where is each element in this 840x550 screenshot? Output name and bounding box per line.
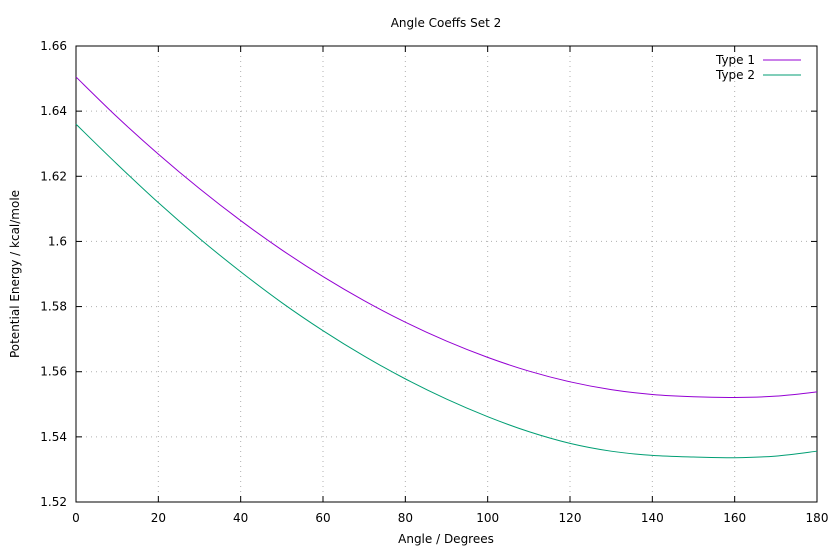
y-tick-label: 1.6 bbox=[48, 234, 67, 248]
grid bbox=[76, 46, 817, 502]
series-line-2 bbox=[75, 123, 818, 459]
y-axis-title: Potential Energy / kcal/mole bbox=[8, 190, 22, 358]
x-tick-label: 120 bbox=[559, 511, 582, 525]
x-tick-label: 80 bbox=[398, 511, 413, 525]
legend-label: Type 2 bbox=[715, 68, 755, 82]
x-tick-label: 40 bbox=[233, 511, 248, 525]
x-tick-label: 20 bbox=[151, 511, 166, 525]
x-tick-label: 60 bbox=[315, 511, 330, 525]
chart-title: Angle Coeffs Set 2 bbox=[391, 16, 502, 30]
y-tick-label: 1.66 bbox=[40, 39, 67, 53]
x-tick-label: 100 bbox=[476, 511, 499, 525]
y-tick-label: 1.52 bbox=[40, 495, 67, 509]
series-line-1 bbox=[75, 76, 818, 398]
legend-label: Type 1 bbox=[715, 53, 755, 67]
x-axis-title: Angle / Degrees bbox=[398, 532, 494, 546]
y-tick-label: 1.56 bbox=[40, 365, 67, 379]
x-tick-label: 140 bbox=[641, 511, 664, 525]
plot-frame bbox=[75, 45, 818, 503]
ticks: 0 20 40 60 80 100 120 140 160 180 1.52 1.54 1.56 1.58… bbox=[40, 39, 828, 525]
y-tick-label: 1.64 bbox=[40, 104, 67, 118]
y-tick-label: 1.58 bbox=[40, 300, 67, 314]
y-tick-label: 1.62 bbox=[40, 169, 67, 183]
series bbox=[75, 76, 818, 459]
y-tick-label: 1.54 bbox=[40, 430, 67, 444]
x-tick-label: 160 bbox=[723, 511, 746, 525]
x-tick-label: 0 bbox=[72, 511, 80, 525]
x-tick-label: 180 bbox=[806, 511, 829, 525]
